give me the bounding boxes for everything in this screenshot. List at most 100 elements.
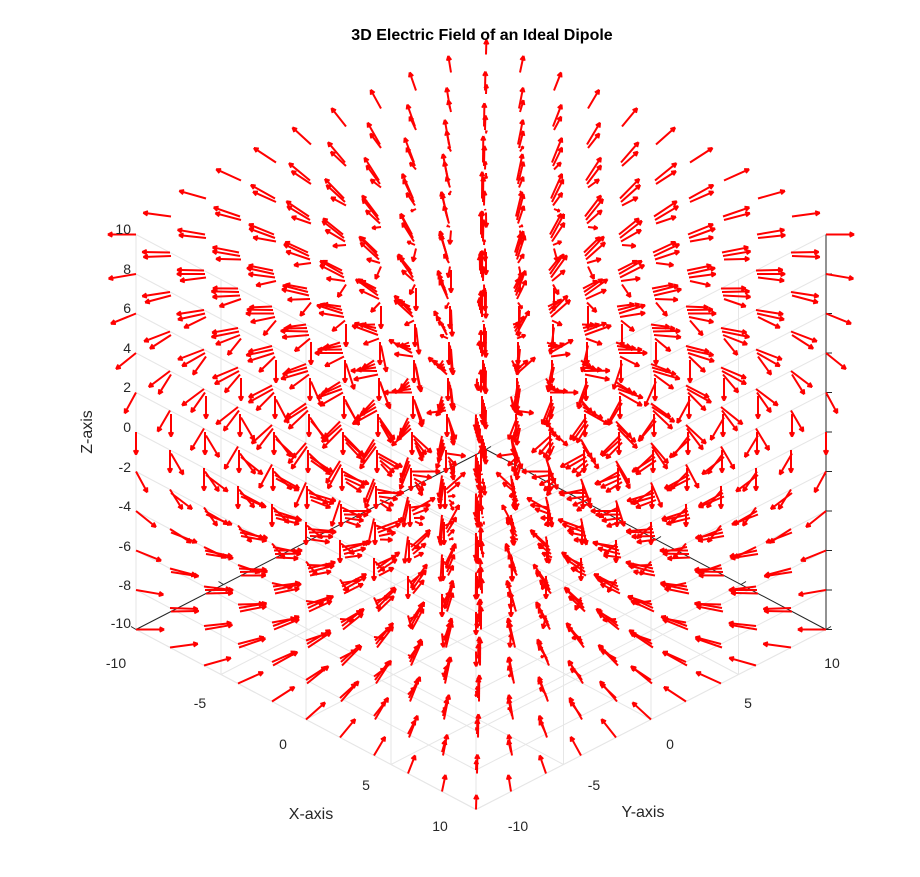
- field-arrow-shaft: [531, 434, 552, 454]
- field-arrow-head: [212, 293, 218, 298]
- field-arrow-head: [800, 556, 806, 562]
- field-arrow-shaft: [685, 464, 700, 489]
- field-arrow-shaft: [667, 556, 691, 560]
- field-vector: [275, 517, 300, 526]
- field-arrow-head: [290, 463, 294, 469]
- field-vector: [262, 319, 277, 337]
- field-vector: [605, 441, 623, 460]
- field-vector: [370, 558, 378, 582]
- field-arrow-head: [840, 366, 847, 370]
- field-arrow-shaft: [289, 373, 310, 390]
- field-vector: [626, 528, 655, 536]
- field-vector: [412, 434, 433, 454]
- field-arrow-head: [287, 423, 292, 430]
- field-arrow-head: [508, 493, 513, 497]
- field-arrow-head: [398, 491, 405, 496]
- field-arrow-head: [481, 486, 485, 491]
- field-vector: [308, 528, 337, 536]
- field-arrow-shaft: [550, 299, 571, 318]
- field-vector: [222, 409, 240, 432]
- x-tick-mark: [485, 446, 492, 450]
- field-arrow-shaft: [366, 122, 381, 145]
- field-vector: [688, 271, 717, 279]
- field-arrow-head: [479, 638, 484, 644]
- field-arrow-head: [540, 514, 546, 519]
- field-arrow-shaft: [149, 334, 172, 350]
- field-arrow-shaft: [190, 391, 206, 413]
- field-arrow-shaft: [584, 194, 602, 218]
- field-arrow-shaft: [400, 457, 409, 479]
- field-arrow-head: [496, 471, 502, 475]
- field-arrow-head: [665, 349, 671, 353]
- field-arrow-head: [571, 467, 576, 473]
- field-arrow-shaft: [620, 277, 641, 282]
- field-arrow-head: [166, 467, 171, 474]
- field-vector: [143, 330, 171, 343]
- field-arrow-head: [362, 198, 368, 203]
- field-vector: [619, 264, 646, 279]
- field-vector: [513, 502, 520, 511]
- field-arrow-head: [359, 463, 362, 469]
- field-arrow-shaft: [341, 506, 362, 518]
- field-vector: [621, 107, 639, 128]
- field-vector: [411, 496, 436, 512]
- field-arrow-head: [213, 205, 219, 209]
- field-arrow-shaft: [627, 595, 654, 609]
- field-vector: [405, 146, 416, 167]
- field-arrow-shaft: [537, 676, 549, 702]
- field-arrow-head: [374, 431, 379, 438]
- field-arrow-shaft: [565, 456, 587, 470]
- field-vector: [144, 294, 172, 305]
- field-vector: [412, 507, 430, 516]
- field-arrow-head: [735, 486, 740, 492]
- field-vector: [408, 284, 416, 296]
- field-arrow-head: [483, 239, 487, 243]
- field-arrow-shaft: [288, 409, 309, 430]
- field-vector: [477, 638, 484, 666]
- field-arrow-head: [451, 462, 457, 467]
- field-vector: [192, 355, 207, 376]
- field-vector: [215, 334, 241, 346]
- field-arrow-shaft: [550, 254, 568, 279]
- field-arrow-shaft: [496, 452, 517, 458]
- field-arrow-shaft: [618, 304, 646, 315]
- field-arrow-head: [436, 457, 440, 463]
- field-arrow-shaft: [238, 602, 267, 609]
- field-arrow-head: [572, 435, 575, 441]
- field-arrow-shaft: [551, 269, 566, 282]
- field-arrow-head: [437, 540, 442, 546]
- field-arrow-head: [147, 382, 152, 388]
- field-vector: [345, 481, 363, 493]
- field-arrow-head: [507, 774, 513, 780]
- field-arrow-shaft: [355, 406, 377, 420]
- field-vector: [537, 607, 551, 630]
- field-vector: [769, 492, 793, 510]
- field-arrow-shaft: [585, 198, 604, 221]
- field-vector: [720, 366, 747, 380]
- field-arrow-shaft: [359, 402, 376, 417]
- field-arrow-head: [228, 557, 234, 561]
- field-arrow-head: [740, 287, 747, 292]
- field-arrow-head: [762, 605, 769, 610]
- field-arrow-shaft: [618, 391, 643, 407]
- field-arrow-head: [697, 446, 704, 451]
- field-vector: [379, 536, 393, 543]
- field-arrow-shaft: [343, 547, 366, 555]
- field-arrow-head: [394, 299, 400, 303]
- field-arrow-shaft: [177, 228, 206, 236]
- field-arrow-shaft: [790, 409, 805, 433]
- field-vector: [512, 537, 519, 541]
- field-arrow-head: [336, 557, 341, 564]
- field-vector: [281, 333, 310, 341]
- field-vector: [676, 399, 691, 424]
- field-vector: [598, 506, 619, 519]
- field-arrow-head: [661, 515, 667, 521]
- field-arrow-shaft: [345, 402, 360, 426]
- field-vector: [667, 555, 691, 562]
- field-vector: [575, 423, 589, 444]
- field-arrow-shaft: [561, 551, 585, 570]
- field-arrow-shaft: [170, 531, 198, 544]
- field-arrow-shaft: [652, 284, 679, 293]
- field-vector: [445, 504, 461, 530]
